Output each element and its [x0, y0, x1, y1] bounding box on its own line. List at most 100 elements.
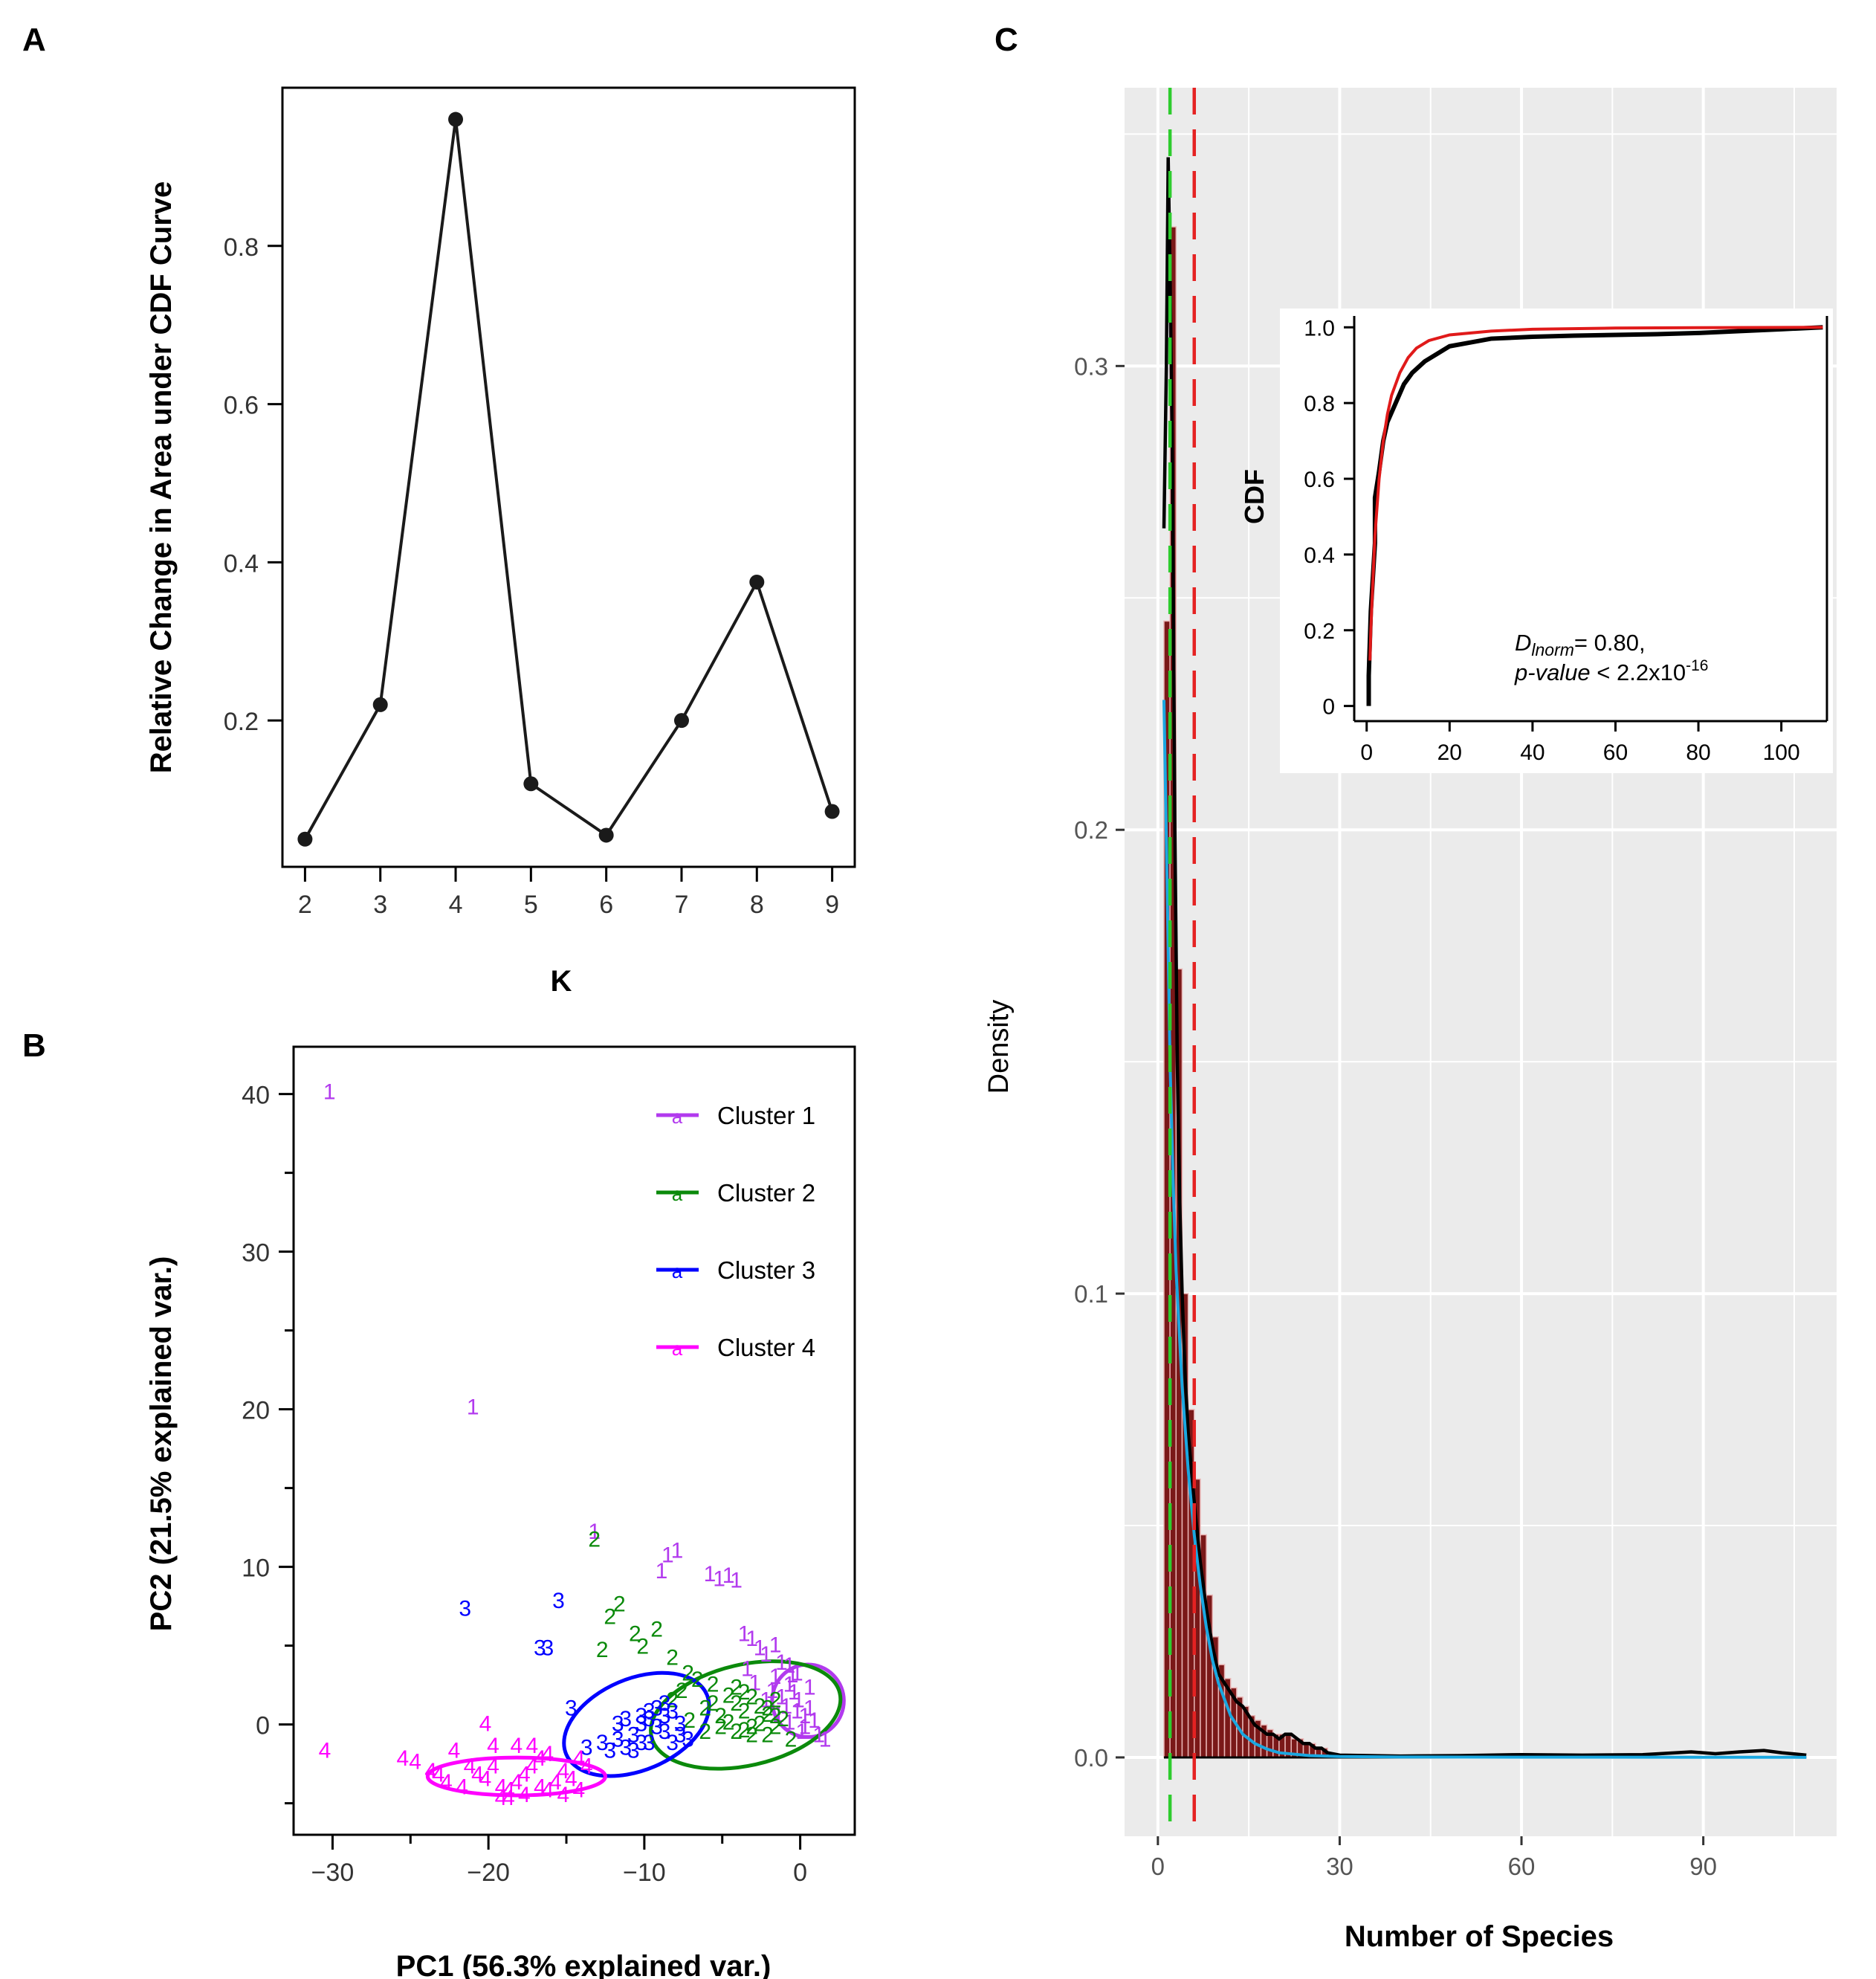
panel-b-point-cluster-1: 1 — [722, 1563, 735, 1588]
panel-b-point-cluster-4: 4 — [534, 1775, 546, 1799]
panel-c-fit-line — [1162, 700, 1807, 1759]
panel-b-point-cluster-3: 3 — [682, 1728, 694, 1752]
panel-b-point-cluster-1: 1 — [819, 1728, 832, 1752]
panel-b-point-cluster-4: 4 — [580, 1754, 593, 1779]
panel-b-ellipse-cluster-3 — [562, 1670, 711, 1778]
panel-b-point-cluster-4: 4 — [542, 1778, 554, 1803]
panel-b-point-cluster-3: 3 — [627, 1723, 640, 1747]
panel-b-point-cluster-2: 2 — [738, 1718, 751, 1743]
panel-b-point-cluster-1: 1 — [754, 1636, 766, 1661]
panel-b-point-cluster-4: 4 — [479, 1767, 492, 1792]
panel-a-ytick-label: 0.2 — [224, 708, 259, 736]
panel-b-point-cluster-4: 4 — [448, 1739, 461, 1763]
panel-b-point-cluster-4: 4 — [424, 1759, 437, 1783]
panel-b-point-cluster-2: 2 — [636, 1635, 649, 1659]
panel-b-point-cluster-2: 2 — [691, 1668, 704, 1692]
panel-b-point-cluster-3: 3 — [643, 1707, 656, 1731]
inset-ytick-label: 0.6 — [1304, 468, 1335, 492]
panel-b-point-cluster-1: 1 — [783, 1672, 796, 1696]
panel-a-point — [523, 776, 539, 792]
panel-b-point-cluster-3: 3 — [659, 1720, 671, 1744]
panel-b-xtick-label: −30 — [311, 1859, 355, 1887]
panel-b-point-cluster-3: 3 — [612, 1728, 624, 1752]
legend-swatch-marker: a — [672, 1260, 683, 1282]
panel-c-xtick-label: 60 — [1508, 1853, 1536, 1880]
panel-b-point-cluster-1: 1 — [791, 1699, 803, 1724]
panel-b-point-cluster-4: 4 — [409, 1749, 421, 1774]
panel-b-ellipses — [425, 1659, 846, 1798]
inset-ytick-label: 0.4 — [1304, 543, 1335, 568]
panel-c-ylabel: Density — [983, 1000, 1015, 1094]
panel-b-point-cluster-3: 3 — [612, 1711, 624, 1736]
panel-b-point-cluster-2: 2 — [777, 1707, 789, 1731]
panel-b-point-cluster-1: 1 — [588, 1520, 601, 1544]
legend-swatch-marker: a — [672, 1183, 683, 1205]
panel-b-point-cluster-4: 4 — [572, 1778, 585, 1803]
panel-a-ylabel: Relative Change in Area under CDF Curve — [145, 181, 178, 773]
panel-b-point-cluster-1: 1 — [741, 1656, 754, 1681]
panel-b-point-cluster-1: 1 — [803, 1676, 816, 1700]
panel-b-point-cluster-3: 3 — [552, 1589, 565, 1613]
panel-c-xtick-label: 90 — [1689, 1853, 1717, 1880]
panel-b-point-cluster-1: 1 — [803, 1696, 816, 1720]
panel-b-ytick-label: 20 — [242, 1397, 270, 1425]
panel-b-point-cluster-3: 3 — [596, 1731, 609, 1755]
panel-b-point-cluster-2: 2 — [738, 1699, 751, 1724]
panel-b-point-cluster-2: 2 — [754, 1694, 766, 1719]
legend-swatch-marker: a — [672, 1337, 683, 1360]
panel-b-point-cluster-1: 1 — [799, 1715, 812, 1740]
panel-b-letter: B — [22, 1027, 46, 1064]
panel-c-xtick-label: 0 — [1151, 1853, 1165, 1880]
panel-b-point-cluster-4: 4 — [518, 1762, 531, 1786]
inset-p-value: < 2.2x10 — [1591, 659, 1686, 685]
panel-b-point-cluster-1: 1 — [792, 1688, 805, 1713]
inset-p-annotation: p-value < 2.2x10-16 — [1514, 657, 1708, 685]
panel-b-point-cluster-3: 3 — [635, 1704, 647, 1728]
panel-b-point-cluster-2: 2 — [682, 1662, 694, 1686]
panel-b-point-cluster-1: 1 — [745, 1627, 758, 1651]
inset-ytick-label: 0.2 — [1304, 619, 1335, 644]
legend-label-cluster-2: Cluster 2 — [717, 1179, 815, 1207]
panel-b-frame — [292, 1045, 856, 1836]
panel-b-point-cluster-4: 4 — [440, 1770, 453, 1795]
panel-b-point-cluster-4: 4 — [479, 1711, 492, 1736]
panel-b-ylabel: PC2 (21.5% explained var.) — [145, 1256, 178, 1632]
panel-b-point-cluster-4: 4 — [495, 1786, 508, 1810]
panel-b-point-cluster-1: 1 — [730, 1569, 743, 1593]
panel-a-xtick-label: 7 — [675, 891, 689, 919]
panel-b-point-cluster-2: 2 — [707, 1691, 719, 1716]
panel-b-ellipse-cluster-4 — [425, 1755, 607, 1798]
panel-a-ytick-label: 0.8 — [224, 233, 259, 262]
inset-p-exp: -16 — [1686, 657, 1708, 674]
panel-c-ytick-label: 0.2 — [1074, 816, 1108, 844]
panel-b-point-cluster-2: 2 — [707, 1672, 719, 1696]
panel-b-point-cluster-2: 2 — [613, 1592, 626, 1616]
panel-b-point-cluster-4: 4 — [471, 1762, 484, 1786]
panel-b-point-cluster-4: 4 — [534, 1746, 546, 1771]
panel-b-ytick-label: 40 — [242, 1082, 270, 1110]
panel-b-point-cluster-4: 4 — [433, 1762, 445, 1786]
panel-c-ytick-label: 0.1 — [1074, 1280, 1108, 1308]
panel-b-point-cluster-2: 2 — [769, 1688, 782, 1713]
legend-label-cluster-1: Cluster 1 — [717, 1102, 815, 1129]
inset-theoretical-cdf — [1368, 326, 1823, 661]
panel-b-point-cluster-3: 3 — [635, 1731, 647, 1755]
panel-b-point-cluster-1: 1 — [788, 1680, 800, 1705]
panel-c-x-axis: 0 30 60 90 — [1151, 1836, 1717, 1880]
panel-b-point-cluster-3: 3 — [534, 1636, 546, 1661]
panel-b-point-cluster-2: 2 — [730, 1691, 743, 1716]
panel-a-xtick-label: 5 — [524, 891, 538, 919]
inset-x-ticks: 0 20 40 60 80 100 — [1360, 721, 1800, 765]
panel-b-point-cluster-4: 4 — [502, 1786, 515, 1810]
panel-a-point — [448, 112, 464, 127]
inset-xtick-label: 60 — [1603, 740, 1628, 765]
panel-c: C 0.0 0.1 0.2 0.3 0 30 60 90 Number of Species… — [983, 22, 1837, 1953]
panel-c-letter: C — [994, 22, 1018, 58]
panel-b-xtick-label: −10 — [623, 1859, 666, 1887]
panel-a-point — [749, 574, 765, 590]
panel-c-ytick-label: 0.3 — [1074, 352, 1108, 380]
panel-b-point-cluster-1: 1 — [791, 1662, 803, 1686]
panel-b-point-cluster-4: 4 — [487, 1754, 499, 1779]
panel-a-point — [372, 697, 388, 712]
panel-b-ytick-label: 30 — [242, 1239, 270, 1268]
